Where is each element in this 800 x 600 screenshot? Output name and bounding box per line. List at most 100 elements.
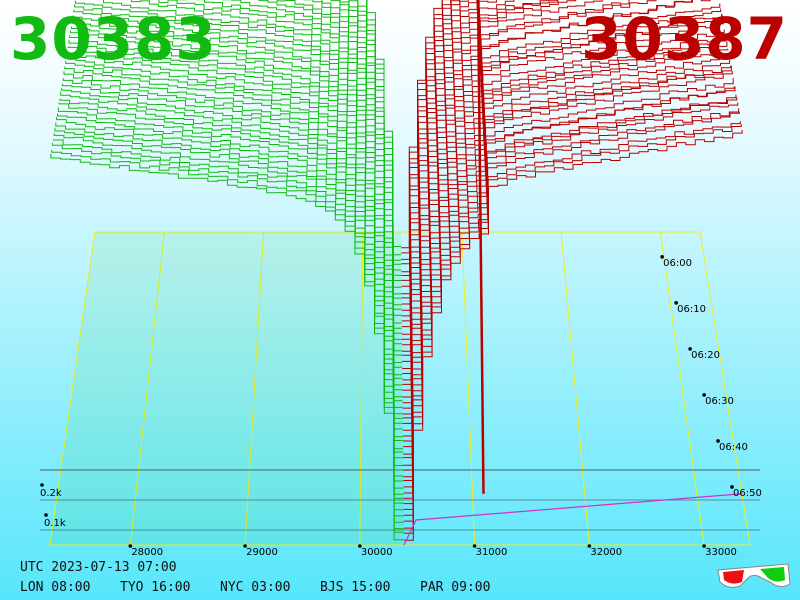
x-tick-marker: [702, 544, 706, 548]
ask-depth-line: [403, 48, 729, 448]
ask-depth-line: [402, 0, 515, 346]
bid-depth-line: [59, 98, 404, 477]
ask-depth-line: [401, 0, 479, 311]
ask-depth-line: [402, 8, 722, 404]
price-gridline: [359, 231, 364, 546]
ask-depth-line: [402, 0, 630, 374]
bid-depth-line: [303, 0, 402, 324]
bid-depth-line: [51, 150, 404, 533]
x-tick-label: 31000: [476, 547, 508, 558]
bid-depth-line: [67, 46, 403, 419]
ask-depth-line: [403, 40, 727, 437]
volume-tick-marker: [44, 513, 48, 517]
bid-depth-line: [66, 51, 403, 424]
ask-depth-line: [403, 94, 737, 499]
bid-depth-line: [70, 30, 403, 402]
time-tick-marker: [730, 485, 734, 489]
bid-depth-line: [68, 39, 403, 415]
ask-depth-line: [402, 15, 723, 415]
x-tick-label: 30000: [361, 547, 393, 558]
x-tick-marker: [243, 544, 247, 548]
time-tick-label: 06:00: [663, 258, 692, 269]
bid-depth-line: [122, 0, 403, 356]
ask-depth-line: [401, 0, 479, 305]
x-tick-label: 28000: [131, 547, 163, 558]
time-tick-marker: [688, 347, 692, 351]
time-tick-label: 06:30: [705, 396, 734, 407]
price-gridline: [461, 231, 476, 546]
ask-depth-line: [403, 60, 731, 459]
time-tick-label: 06:40: [719, 442, 748, 453]
ask-depth-line: [404, 129, 743, 541]
bid-depth-line: [60, 91, 404, 471]
time-tick-marker: [660, 255, 664, 259]
clock-tyo: TYO 16:00: [120, 580, 191, 595]
ask-baseline: [403, 493, 743, 546]
bid-depth-line: [276, 0, 402, 329]
bid-depth-line: [258, 0, 402, 334]
time-tick-marker: [674, 301, 678, 305]
ask-depth-line: [403, 111, 740, 522]
bid-depth-line: [63, 71, 404, 450]
axis-labels: 28000 29000 30000 31000 32000 33000 0.1k…: [40, 258, 762, 558]
3d-glasses-icon[interactable]: [714, 560, 794, 592]
bid-depth-line: [75, 0, 403, 368]
ask-depth-line: [403, 77, 734, 481]
time-tick-label: 06:10: [677, 304, 706, 315]
ask-depth-line: [401, 0, 478, 295]
ask-depth-line: [402, 0, 480, 335]
ask-depth-line: [401, 0, 469, 281]
ask-depth-line: [403, 65, 732, 471]
price-gridline: [129, 231, 165, 546]
time-tick-label: 06:50: [733, 488, 762, 499]
ask-depth-line: [401, 0, 479, 317]
x-tick-marker: [587, 544, 592, 548]
volume-tick-label: 0.1k: [44, 518, 66, 529]
ask-depth-line: [401, 0, 478, 299]
bid-depth-line: [74, 4, 403, 376]
bid-depth-line: [62, 78, 404, 453]
bid-depth-line: [58, 102, 404, 482]
bid-depth-line: [65, 61, 403, 438]
bid-depth-line: [72, 15, 403, 386]
ask-depth-line: [403, 86, 736, 494]
bid-depth-line: [57, 107, 404, 489]
ask-depth-line: [402, 0, 559, 356]
ask-depth-line: [403, 124, 742, 534]
ask-depth-line: [402, 3, 721, 398]
ask-depth-line: [403, 41, 728, 442]
clock-par: PAR 09:00: [420, 580, 491, 595]
ask-depth-line: [403, 121, 741, 529]
time-tick-label: 06:20: [691, 350, 720, 361]
bid-depth-line: [57, 113, 404, 495]
bid-depth-line: [158, 0, 403, 352]
bid-depth-line: [69, 35, 403, 408]
x-tick-marker: [472, 544, 477, 548]
ask-depth-line: [401, 0, 478, 287]
bid-depth-line: [54, 127, 404, 511]
bid-depth-line: [53, 133, 404, 517]
price-gridline: [244, 231, 265, 546]
ask-depth-line: [402, 0, 558, 352]
bid-depth-line: [55, 122, 404, 504]
bid-depth-line: [52, 139, 404, 523]
ask-depth-line: [402, 21, 724, 419]
x-tick-label: 29000: [246, 547, 278, 558]
bid-depth-line: [61, 83, 404, 459]
ask-depth-line: [401, 0, 460, 273]
utc-timestamp: UTC 2023-07-13 07:00: [20, 560, 177, 575]
bid-depth-line: [61, 88, 404, 466]
bid-depth-line: [222, 0, 402, 340]
ask-depth-line: [402, 0, 577, 362]
bid-depth-line: [70, 26, 403, 398]
bid-depth-line: [321, 0, 402, 316]
ask-wall: [476, 0, 485, 494]
ask-depth-line: [402, 0, 657, 381]
ask-depth-line: [402, 0, 711, 391]
floor-outline: [49, 231, 751, 546]
chart-floor: [40, 231, 760, 548]
ask-depth-line: [402, 34, 726, 431]
clock-nyc: NYC 03:00: [220, 580, 291, 595]
ask-depth-line: [403, 102, 739, 510]
